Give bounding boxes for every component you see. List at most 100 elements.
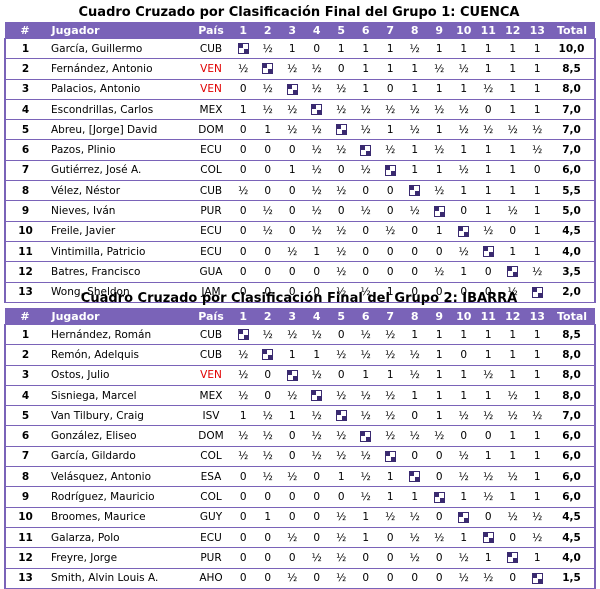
total-cell: 8,5 — [549, 323, 596, 346]
result-cell: ½ — [451, 159, 476, 182]
total-cell: 8,5 — [549, 58, 596, 80]
country-cell: PUR — [191, 547, 231, 569]
total-cell: 1,5 — [549, 567, 596, 589]
rank-cell: 6 — [4, 139, 45, 161]
header-round: 2 — [255, 308, 281, 325]
result-cell: 0 — [304, 506, 329, 528]
result-cell: 0 — [378, 200, 403, 222]
result-cell: 1 — [500, 445, 525, 468]
self-cell — [525, 567, 550, 589]
country-cell: ISV — [191, 405, 231, 427]
table-row: 8 Velásquez, Antonio ESA 0 ½ ½ 0 1 ½ 1 0 ½ ½ ½ 1 6,0 — [4, 466, 596, 488]
result-cell: ½ — [500, 466, 525, 488]
result-cell: ½ — [378, 220, 403, 242]
result-cell: 0 — [353, 240, 378, 263]
header-round: 8 — [402, 308, 428, 325]
result-cell: 1 — [451, 323, 476, 346]
result-cell: ½ — [378, 323, 403, 346]
table-row: 1 García, Guillermo CUB ½ 1 0 1 1 1 ½ 1 1 1 1 1 10,0 — [4, 37, 596, 60]
result-cell: ½ — [280, 384, 305, 407]
result-cell: ½ — [476, 78, 501, 100]
self-pairing-icon — [482, 246, 494, 258]
result-cell: ½ — [476, 486, 501, 508]
self-pairing-icon — [335, 124, 347, 136]
result-cell: 1 — [525, 384, 550, 407]
result-cell: ½ — [427, 98, 452, 121]
result-cell: 1 — [500, 159, 525, 182]
result-cell: ½ — [427, 526, 452, 549]
result-cell: 0 — [255, 364, 280, 386]
total-cell: 6,0 — [549, 486, 596, 508]
result-cell: 1 — [255, 506, 280, 528]
table-row: 3 Palacios, Antonio VEN 0 ½ ½ ½ 1 0 1 1 1 ½ 1 1 8,0 — [4, 78, 596, 100]
header-row: # Jugador País 1 2 3 4 5 6 7 8 9 10 11 12 13 Total — [4, 308, 595, 325]
result-cell: 1 — [476, 37, 501, 60]
result-cell: 0 — [402, 445, 427, 468]
result-cell: 1 — [378, 466, 403, 488]
result-cell: 0 — [427, 281, 452, 303]
result-cell: ½ — [402, 526, 427, 549]
result-cell: 1 — [500, 344, 525, 366]
header-round: 7 — [377, 22, 403, 39]
result-cell: ½ — [378, 384, 403, 407]
result-cell: 1 — [500, 323, 525, 346]
result-cell: ½ — [402, 37, 427, 60]
result-cell: ½ — [280, 98, 305, 121]
result-cell: 0 — [329, 364, 354, 386]
self-cell — [329, 119, 354, 141]
result-cell: 1 — [231, 98, 256, 121]
result-cell: ½ — [525, 139, 550, 161]
result-cell: 1 — [402, 486, 427, 508]
result-cell: ½ — [427, 261, 452, 283]
result-cell: 0 — [476, 98, 501, 121]
player-name-cell: Van Tilbury, Craig — [45, 405, 191, 427]
result-cell: ½ — [427, 139, 452, 161]
result-cell: 1 — [353, 364, 378, 386]
player-name-cell: Fernández, Antonio — [45, 58, 191, 80]
table-row: 11 Galarza, Polo ECU 0 0 ½ 0 ½ 1 0 ½ ½ 1 0 ½ 4,5 — [4, 526, 596, 549]
self-pairing-icon — [458, 511, 470, 523]
result-cell: ½ — [378, 98, 403, 121]
result-cell: 0 — [280, 200, 305, 222]
header-round: 3 — [279, 308, 305, 325]
header-round: 1 — [230, 22, 256, 39]
result-cell: 1 — [500, 98, 525, 121]
crosstable: # Jugador País 1 2 3 4 5 6 7 8 9 10 11 12 13 Total 1 Hern… — [4, 308, 596, 589]
self-pairing-icon — [360, 144, 372, 156]
result-cell: 1 — [353, 58, 378, 80]
result-cell: ½ — [500, 506, 525, 528]
result-cell: 1 — [500, 425, 525, 447]
table-row: 9 Rodríguez, Mauricio COL 0 0 0 0 0 ½ 1 1 1 ½ 1 1 6,0 — [4, 486, 596, 508]
result-cell: 0 — [280, 261, 305, 283]
result-cell: ½ — [280, 567, 305, 589]
result-cell: ½ — [353, 159, 378, 182]
result-cell: 0 — [255, 240, 280, 263]
table-row: 9 Nieves, Iván PUR 0 ½ 0 ½ 0 ½ 0 ½ 0 1 ½ 1 5,0 — [4, 200, 596, 222]
result-cell: 1 — [476, 200, 501, 222]
result-cell: 0 — [255, 384, 280, 407]
self-pairing-icon — [531, 572, 543, 584]
header-round: 10 — [451, 308, 477, 325]
result-cell: 1 — [427, 323, 452, 346]
header-round: 3 — [279, 22, 305, 39]
result-cell: 0 — [402, 567, 427, 589]
result-cell: ½ — [476, 220, 501, 242]
result-cell: ½ — [402, 344, 427, 366]
result-cell: 0 — [255, 567, 280, 589]
result-cell: 0 — [231, 506, 256, 528]
self-pairing-icon — [409, 471, 421, 483]
total-cell: 3,5 — [549, 261, 596, 283]
rank-cell: 10 — [4, 220, 45, 242]
player-name-cell: Freile, Javier — [45, 220, 191, 242]
table-row: 4 Escondrillas, Carlos MEX 1 ½ ½ ½ ½ ½ ½ ½ ½ 0 1 1 7,0 — [4, 98, 596, 121]
player-name-cell: Escondrillas, Carlos — [45, 98, 191, 121]
result-cell: ½ — [280, 466, 305, 488]
result-cell: 0 — [329, 486, 354, 508]
result-cell: 1 — [525, 323, 550, 346]
result-cell: ½ — [329, 139, 354, 161]
total-cell: 6,0 — [549, 159, 596, 182]
player-name-cell: Batres, Francisco — [45, 261, 191, 283]
table-row: 11 Vintimilla, Patricio ECU 0 0 ½ 1 ½ 0 0 0 0 ½ 1 1 4,0 — [4, 240, 596, 263]
result-cell: 0 — [427, 506, 452, 528]
result-cell: 1 — [451, 364, 476, 386]
